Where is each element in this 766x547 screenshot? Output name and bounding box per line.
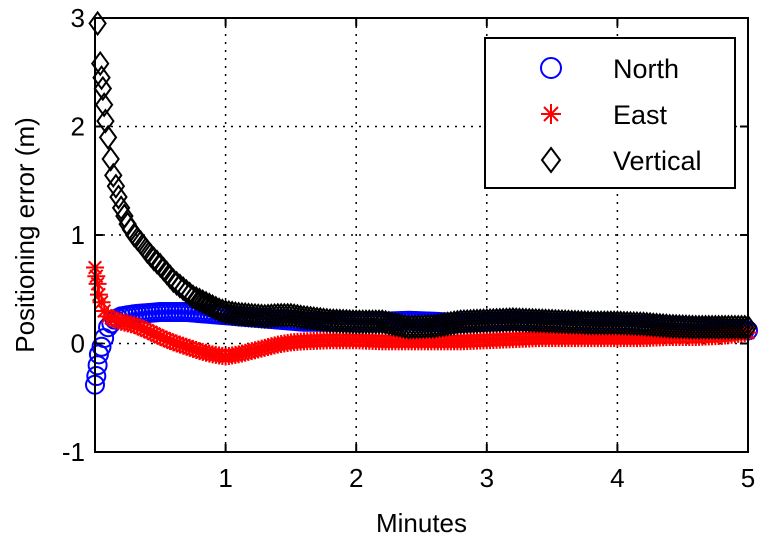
data-point-vertical — [98, 124, 118, 151]
data-point-vertical — [262, 303, 281, 329]
data-point-vertical — [101, 146, 120, 172]
data-point-vertical — [104, 162, 123, 189]
ticks-layer: 1 2 3 4 5 -1 0 1 2 3 — [62, 3, 755, 493]
data-point-vertical — [94, 92, 114, 118]
legend-label-east: East — [613, 100, 668, 130]
data-point-vertical — [109, 184, 128, 210]
x-tick-label: 1 — [218, 463, 232, 493]
x-tick-label: 5 — [741, 463, 755, 493]
legend-marker-north — [540, 57, 562, 79]
legend-label-north: North — [613, 54, 679, 84]
data-point-vertical — [200, 292, 219, 318]
data-point-vertical — [448, 309, 467, 336]
y-tick-label: 3 — [71, 3, 85, 33]
data-point-vertical — [203, 293, 222, 320]
data-point-vertical — [193, 289, 212, 315]
legend: North East Vertical — [484, 37, 736, 189]
data-point-vertical — [418, 313, 438, 340]
data-point-vertical — [96, 108, 115, 134]
data-point-vertical — [196, 290, 216, 317]
x-tick-label: 4 — [610, 463, 624, 493]
data-point-vertical — [157, 260, 177, 286]
series-layer — [85, 10, 758, 395]
x-tick-label: 2 — [349, 463, 363, 493]
data-point-north — [91, 336, 112, 357]
data-point-vertical — [444, 310, 464, 336]
legend-marker-vertical — [540, 146, 562, 174]
data-point-vertical — [255, 303, 275, 330]
data-point-vertical — [190, 287, 209, 313]
y-tick-label: -1 — [62, 437, 85, 467]
legend-label-vertical: Vertical — [613, 146, 702, 176]
data-point-vertical — [186, 285, 206, 312]
data-point-vertical — [88, 10, 107, 37]
x-tick-label: 3 — [480, 463, 494, 493]
data-point-vertical — [258, 303, 278, 329]
legend-box — [484, 37, 736, 189]
data-point-vertical — [735, 314, 754, 340]
legend-marker-east — [541, 104, 561, 124]
data-point-vertical — [106, 173, 126, 199]
data-point-vertical — [206, 295, 226, 321]
data-point-vertical — [93, 75, 113, 102]
data-point-vertical — [111, 195, 131, 221]
series-vertical — [88, 10, 758, 340]
data-point-vertical — [92, 64, 111, 91]
y-tick-label: 1 — [71, 220, 85, 250]
y-tick-label: 2 — [71, 112, 85, 142]
data-point-east — [187, 341, 206, 360]
data-point-vertical — [732, 314, 751, 340]
data-point-north — [87, 355, 108, 376]
data-point-north — [86, 366, 107, 387]
x-axis-title: Minutes — [376, 508, 467, 538]
y-tick-label: 0 — [71, 329, 85, 359]
data-point-vertical — [183, 284, 203, 310]
y-axis-title: Positioning error (m) — [10, 117, 40, 353]
